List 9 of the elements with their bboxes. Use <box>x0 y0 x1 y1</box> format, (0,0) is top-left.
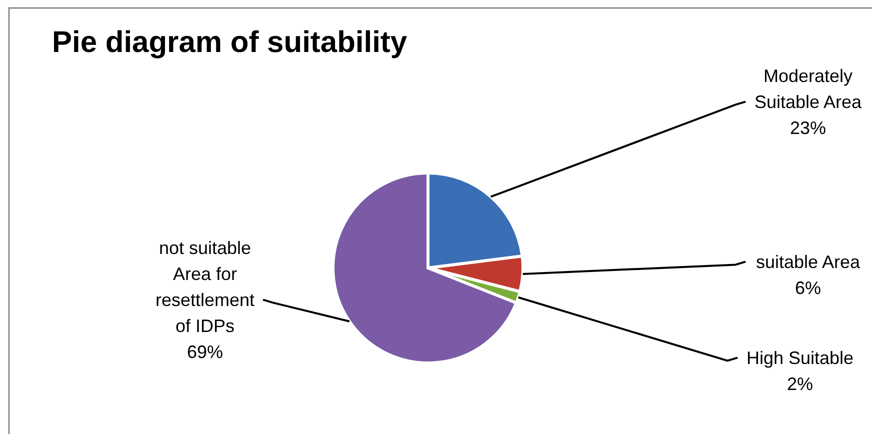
data-label: 2% <box>786 374 814 394</box>
slice-label: High Suitable <box>746 348 854 368</box>
data-label: 23% <box>790 118 826 138</box>
data-label: 6% <box>794 278 822 298</box>
slice-label: not suitable Area for resettlement of IDPs <box>155 238 255 336</box>
chart-title: Pie diagram of suitability <box>52 26 408 59</box>
slice-label: Moderately Suitable Area <box>754 66 863 112</box>
data-label: 69% <box>186 342 224 362</box>
slice-label: suitable Area <box>756 252 862 272</box>
